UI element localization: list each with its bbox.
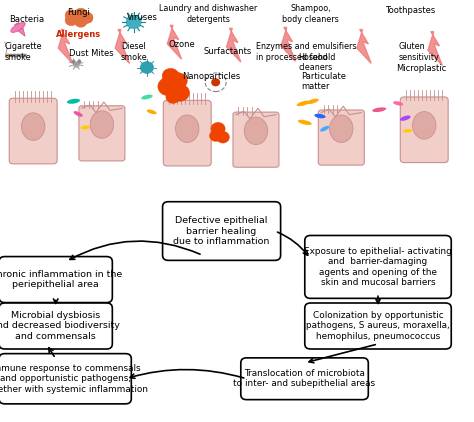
Ellipse shape (147, 109, 156, 114)
Ellipse shape (298, 120, 312, 125)
Text: Laundry and dishwasher
detergents: Laundry and dishwasher detergents (159, 4, 258, 24)
Polygon shape (167, 25, 182, 59)
Ellipse shape (307, 99, 319, 104)
Circle shape (212, 79, 219, 86)
FancyBboxPatch shape (0, 257, 112, 303)
Ellipse shape (67, 99, 80, 104)
Text: Enzymes and emulsifiers
in processed food: Enzymes and emulsifiers in processed foo… (256, 42, 356, 62)
Ellipse shape (175, 115, 199, 143)
Ellipse shape (21, 113, 45, 141)
Text: Diesel
smoke: Diesel smoke (121, 42, 147, 62)
Text: Ozone: Ozone (168, 40, 195, 49)
Ellipse shape (400, 116, 410, 121)
Text: Microplastic: Microplastic (396, 64, 446, 73)
Text: Viruses: Viruses (127, 13, 158, 22)
Circle shape (75, 8, 87, 19)
FancyBboxPatch shape (400, 97, 448, 162)
Circle shape (168, 73, 187, 89)
Text: Defective epithelial
barrier healing
due to inflammation: Defective epithelial barrier healing due… (173, 216, 270, 246)
FancyBboxPatch shape (319, 110, 364, 165)
Circle shape (81, 12, 93, 23)
Circle shape (210, 130, 222, 141)
Text: Gluten
sensitivity: Gluten sensitivity (398, 42, 439, 62)
Text: Colonization by opportunistic
pathogens, S aureus, moraxella,
hemophilus, pneumo: Colonization by opportunistic pathogens,… (306, 311, 450, 341)
Ellipse shape (393, 101, 403, 106)
FancyBboxPatch shape (79, 106, 125, 161)
Text: Particulate
matter: Particulate matter (301, 72, 346, 91)
Text: Cigarette
smoke: Cigarette smoke (5, 42, 42, 62)
Polygon shape (428, 32, 442, 65)
FancyBboxPatch shape (163, 202, 281, 260)
FancyBboxPatch shape (163, 100, 211, 166)
FancyBboxPatch shape (241, 358, 368, 400)
Ellipse shape (314, 114, 326, 118)
Text: Allergens: Allergens (55, 30, 101, 39)
Polygon shape (115, 30, 129, 63)
Text: Hosehold
cleaners: Hosehold cleaners (299, 53, 336, 72)
Text: Microbial dysbiosis
and decreased biodiversity
and commensals: Microbial dysbiosis and decreased biodiv… (0, 311, 120, 341)
Circle shape (158, 77, 179, 96)
Text: Toothpastes: Toothpastes (385, 6, 435, 15)
Ellipse shape (403, 129, 412, 133)
Text: Surfactants: Surfactants (204, 47, 252, 56)
Circle shape (211, 122, 225, 135)
FancyBboxPatch shape (9, 98, 57, 164)
FancyBboxPatch shape (0, 354, 131, 404)
Ellipse shape (73, 111, 83, 117)
FancyBboxPatch shape (305, 235, 451, 298)
Polygon shape (281, 27, 295, 61)
Text: Translocation of microbiota
to inter- and subepithelial areas: Translocation of microbiota to inter- an… (234, 369, 375, 388)
Ellipse shape (329, 115, 353, 143)
FancyArrow shape (15, 22, 25, 36)
Ellipse shape (320, 126, 329, 132)
Polygon shape (357, 30, 371, 63)
Circle shape (65, 15, 77, 26)
Text: Exposure to epithelial- activating
and  barrier-damaging
agents and opening of t: Exposure to epithelial- activating and b… (304, 247, 452, 287)
Circle shape (126, 15, 141, 29)
FancyBboxPatch shape (0, 303, 112, 349)
Circle shape (75, 16, 87, 27)
Circle shape (171, 84, 190, 101)
Circle shape (166, 91, 180, 103)
Ellipse shape (11, 22, 25, 32)
Circle shape (65, 10, 77, 21)
Ellipse shape (372, 107, 386, 112)
FancyBboxPatch shape (233, 112, 279, 167)
Text: Dust Mites: Dust Mites (69, 49, 113, 57)
Polygon shape (227, 28, 241, 62)
Text: Fungi: Fungi (67, 8, 90, 17)
Ellipse shape (244, 117, 268, 145)
Circle shape (216, 131, 229, 143)
Ellipse shape (90, 111, 114, 138)
Text: Chronic inflammation in the
periepithelial area: Chronic inflammation in the periepitheli… (0, 270, 122, 289)
Text: Bacteria: Bacteria (9, 15, 45, 24)
Text: Shampoo,
body cleaners: Shampoo, body cleaners (282, 4, 339, 24)
Polygon shape (58, 30, 73, 63)
Circle shape (81, 12, 93, 23)
Circle shape (162, 68, 179, 84)
Ellipse shape (297, 100, 310, 106)
Ellipse shape (81, 125, 90, 130)
Ellipse shape (412, 111, 436, 139)
Text: Immune response to commensals
and opportunistic pathogens,
together with systemi: Immune response to commensals and opport… (0, 364, 148, 394)
Ellipse shape (141, 95, 153, 100)
Text: Nanoparticles: Nanoparticles (182, 72, 241, 81)
FancyBboxPatch shape (305, 303, 451, 349)
Circle shape (140, 62, 154, 73)
